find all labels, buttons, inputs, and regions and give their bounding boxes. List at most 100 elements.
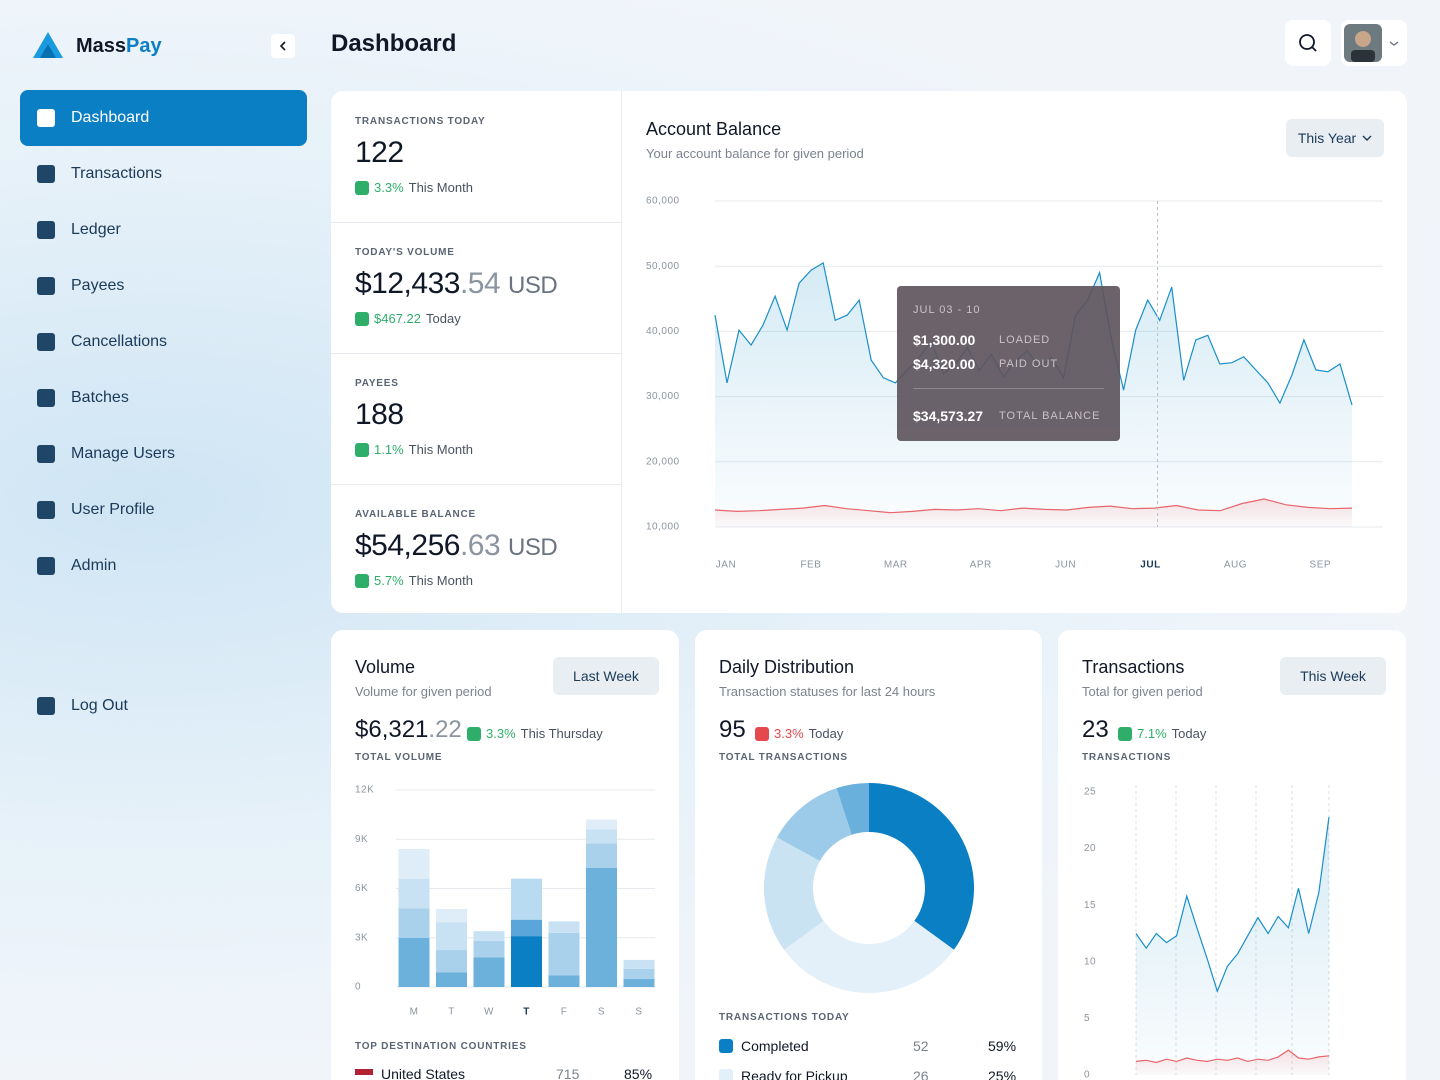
divider [331, 353, 621, 354]
nav-item[interactable]: Ledger [20, 202, 307, 258]
change: 1.1% This Month [355, 442, 473, 457]
search-button[interactable] [1285, 20, 1331, 66]
country-flag [355, 1069, 373, 1080]
nav-label: Transactions [71, 165, 162, 182]
nav-icon [37, 557, 55, 575]
period-button[interactable]: This Week [1280, 657, 1386, 695]
status-count: 52 [913, 1038, 929, 1054]
change-value: $467.22 [374, 311, 421, 326]
status-swatch [719, 1039, 733, 1053]
stat-label: AVAILABLE BALANCE [355, 509, 477, 520]
nav-item[interactable]: Cancellations [20, 314, 307, 370]
logout-icon [37, 697, 55, 715]
tooltip-value: $4,320.00 [913, 356, 976, 372]
stat-label: TODAY'S VOLUME [355, 247, 455, 258]
logout[interactable]: Log Out [20, 678, 307, 734]
card-value-main: 23 [1082, 716, 1109, 743]
stat-decimals: .63 [459, 529, 501, 562]
stat-value: 188 [355, 398, 404, 432]
card-value-main: 95 [719, 716, 746, 743]
status-swatch [719, 1069, 733, 1080]
change-value: 1.1% [374, 442, 404, 457]
change-value: 3.3% [774, 726, 804, 741]
period-button[interactable]: Last Week [553, 657, 659, 695]
nav-item[interactable]: Manage Users [20, 426, 307, 482]
divider [331, 222, 621, 223]
country-count: 715 [556, 1066, 580, 1080]
change: 3.3% This Month [355, 180, 473, 195]
brand-second: Pay [126, 35, 162, 57]
tooltip-total-value: $34,573.27 [913, 408, 984, 424]
divider [621, 91, 622, 613]
balance-tooltip: JUL 03 - 10 $1,300.00 LOADED $4,320.00 P… [897, 286, 1120, 441]
card-subtitle: Volume for given period [355, 684, 492, 699]
status-count: 26 [913, 1068, 929, 1080]
stat-decimals: .54 [459, 267, 501, 300]
distribution-card [695, 630, 1042, 1080]
nav-icon [37, 389, 55, 407]
trend-icon [355, 442, 369, 457]
nav-label: Payees [71, 277, 125, 294]
balance-title: Account Balance [646, 119, 782, 139]
nav-icon [37, 109, 55, 127]
avatar [1344, 24, 1399, 62]
change-period: Today [1171, 726, 1207, 741]
balance-period-button[interactable]: This Year [1286, 119, 1384, 157]
change: $467.22 Today [355, 311, 461, 326]
change-period: This Month [408, 573, 473, 588]
nav-label: Manage Users [71, 445, 176, 462]
change-value: 7.1% [1137, 726, 1167, 741]
card-value: $6,321.22 [355, 716, 462, 744]
nav-item[interactable]: User Profile [20, 482, 307, 538]
card-value-label: TOTAL TRANSACTIONS [719, 752, 848, 763]
brand: MassPay [76, 35, 162, 58]
nav-item[interactable]: Dashboard [20, 90, 307, 146]
chevron [1362, 135, 1372, 141]
trend-icon [355, 573, 369, 588]
change: 5.7% This Month [355, 573, 473, 588]
stat-main: $54,256 [355, 529, 460, 562]
collapse-button[interactable] [271, 34, 295, 58]
change-period: This Month [408, 442, 473, 457]
card-value-label: TOTAL VOLUME [355, 752, 443, 763]
stat-value: 122 [355, 136, 404, 170]
status-share: 25% [988, 1068, 1017, 1080]
change-value: 3.3% [374, 180, 404, 195]
card-subtitle: Total for given period [1082, 684, 1203, 699]
tooltip-title: JUL 03 - 10 [913, 304, 981, 316]
logo-icon [32, 30, 64, 60]
stat-value: $54,256.63 USD [355, 529, 558, 563]
divider [331, 484, 621, 485]
stat-unit: USD [508, 272, 558, 299]
nav-item[interactable]: Transactions [20, 146, 307, 202]
period-label: Last Week [573, 668, 639, 684]
nav-item[interactable]: Admin [20, 538, 307, 594]
tooltip-label: PAID OUT [999, 358, 1059, 370]
card-value: 95 [719, 716, 746, 744]
status-name: Ready for Pickup [741, 1068, 848, 1080]
change-period: Today [808, 726, 844, 741]
countries-heading: TOP DESTINATION COUNTRIES [355, 1041, 527, 1052]
nav-icon [37, 221, 55, 239]
stat-main: $12,433 [355, 267, 460, 300]
trend-icon [355, 311, 369, 326]
collapse-icon [279, 41, 286, 51]
profile-button[interactable] [1341, 20, 1407, 66]
nav-item[interactable]: Payees [20, 258, 307, 314]
stat-label: TRANSACTIONS TODAY [355, 116, 486, 127]
stat-main: 188 [355, 398, 404, 431]
nav-icon [37, 333, 55, 351]
change: 7.1% Today [1118, 726, 1206, 741]
nav-icon [37, 165, 55, 183]
volume-card [331, 630, 679, 1080]
tooltip-label: LOADED [999, 334, 1051, 346]
card-value-label: TRANSACTIONS [1082, 752, 1172, 763]
tooltip-value: $1,300.00 [913, 332, 976, 348]
stat-main: 122 [355, 136, 404, 169]
country-share: 85% [624, 1066, 653, 1080]
nav-item[interactable]: Batches [20, 370, 307, 426]
card-value-decimals: .22 [428, 716, 462, 743]
nav-label: User Profile [71, 501, 155, 518]
country-name: United States [381, 1066, 466, 1080]
